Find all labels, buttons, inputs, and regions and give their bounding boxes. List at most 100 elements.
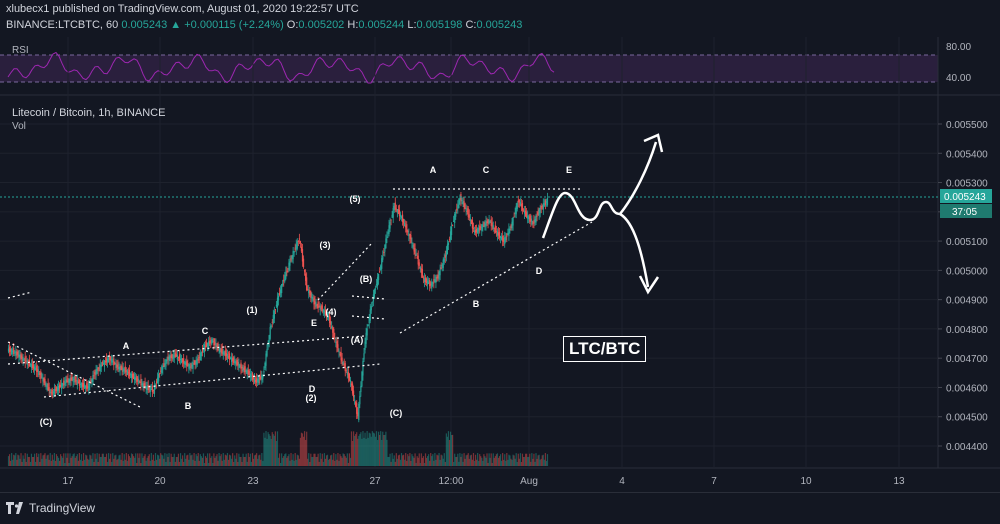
candle-body [410,235,412,243]
volume-bar [21,461,23,466]
candle-body [104,361,107,363]
volume-bar [214,457,216,466]
candle-body [150,389,152,391]
candle-body [306,277,308,291]
volume-bar [468,458,470,466]
volume-bar [173,453,175,466]
volume-bar [438,453,440,466]
volume-bar [512,454,514,466]
volume-bar [219,456,221,466]
candle-body [120,365,122,371]
candle-body [95,370,97,376]
candle-body [159,373,161,375]
candle-body [418,262,420,266]
volume-bar [294,453,296,466]
volume-bar [538,454,540,466]
volume-bar [31,456,34,466]
candle-body [357,412,359,417]
candle-body [455,211,457,217]
volume-bar [269,435,271,466]
volume-bar [396,458,398,466]
volume-bar [314,453,316,466]
volume-bar [345,457,347,466]
volume-bar [379,434,381,466]
candle-body [545,201,548,203]
volume-bar [114,455,116,466]
volume-bar [110,453,112,466]
volume-bar [202,453,205,466]
volume-bar [121,453,123,466]
volume-bar [325,455,328,466]
candle-body [414,248,416,254]
candle-body [510,225,512,229]
volume-bar [337,453,339,466]
volume-bar [488,453,490,466]
volume-bar [318,461,320,466]
volume-bar [272,434,274,466]
candle-body [340,351,342,361]
candle-body [174,352,176,358]
volume-bar [82,453,85,466]
volume-bar [419,462,421,466]
candle-body [471,220,474,229]
candle-body [51,389,53,395]
volume-bar [373,433,376,466]
volume-bar [252,458,255,466]
candle-body [11,349,13,355]
volume-bar [414,453,416,466]
volume-bar [338,460,340,466]
candle-body [249,373,251,378]
volume-bar [165,461,167,466]
candle-body [521,202,524,211]
candle-body [532,222,534,224]
price-tick-label: 0.004900 [946,296,988,307]
candle-body [32,364,35,369]
candle-body [241,366,243,368]
candle-body [335,341,337,343]
volume-bar [190,455,192,466]
volume-bar [516,461,518,466]
volume-bar [523,456,526,466]
volume-bar [275,440,278,466]
volume-bar [441,455,443,466]
volume-bar [491,462,493,466]
candle-body [443,258,445,262]
volume-bar [431,456,433,466]
volume-bar [529,453,531,466]
candle-body [172,354,174,360]
price-chart[interactable]: 80.00 40.00 0.005500 0.005400 0.005300 0.00… [0,0,1000,492]
volume-bar [209,453,211,466]
candle-body [460,193,462,202]
candle-body [146,386,148,390]
high-label: H: [347,19,359,31]
candle-body [141,383,143,385]
volume-bar [463,453,465,466]
volume-bar [351,440,354,466]
candle-body [264,362,266,369]
volume-bar [229,455,232,466]
volume-bar [26,453,28,466]
volume-bar [411,454,413,466]
volume-bar [389,453,391,466]
symbol-label[interactable]: BINANCE:LTCBTC, 60 [6,19,119,31]
candle-body [489,220,491,223]
candle-body [326,314,329,318]
candle-body [511,221,513,229]
rsi-label: RSI [12,45,29,56]
candle-body [392,208,394,218]
candle-body [273,310,275,319]
volume-bar [253,455,256,466]
volume-bar [16,459,18,466]
volume-bar [372,432,374,466]
volume-bar [56,456,59,466]
volume-bar [38,453,40,466]
candle-body [349,379,352,382]
volume-bar [518,458,520,466]
candle-body [407,230,409,233]
volume-bar [241,461,243,466]
volume-bar [76,454,78,466]
volume-bar [33,453,36,466]
volume-bar [397,455,400,466]
volume-bar [30,453,33,466]
tradingview-logo[interactable]: TradingView [6,501,95,515]
